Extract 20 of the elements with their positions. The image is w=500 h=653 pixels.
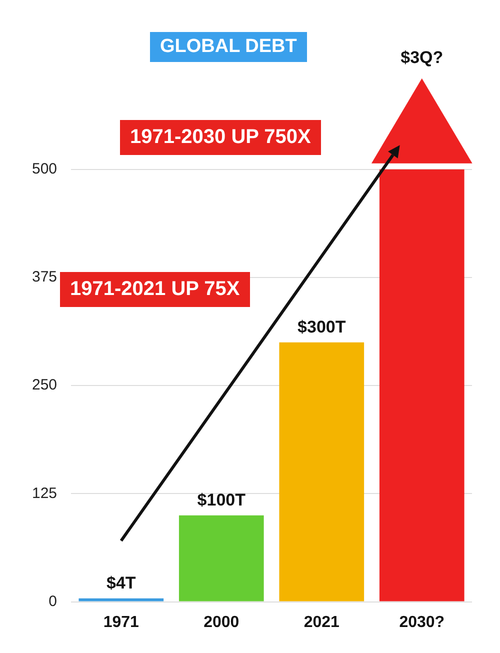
chart-title: GLOBAL DEBT <box>150 32 307 62</box>
annotation: 1971-2030 UP 750X <box>120 120 321 155</box>
bar <box>379 169 464 602</box>
x-tick-label: 1971 <box>103 614 140 631</box>
y-tick-label: 0 <box>48 592 58 610</box>
data-label: $300T <box>298 318 346 337</box>
y-tick-label: 500 <box>32 160 58 178</box>
bar <box>279 342 364 602</box>
x-tick-label: 2000 <box>204 614 240 631</box>
y-tick-label: 375 <box>32 268 58 286</box>
annotation: 1971-2021 UP 75X <box>60 272 250 307</box>
bar <box>178 515 264 602</box>
y-tick-label: 125 <box>32 484 58 502</box>
annotation: $3Q? <box>400 48 444 68</box>
bar <box>78 598 164 602</box>
data-label: $100T <box>197 490 246 510</box>
y-tick-label: 250 <box>32 376 58 394</box>
x-tick-label: 2030? <box>399 614 445 631</box>
x-tick-label: 2021 <box>304 614 340 631</box>
data-label: $4T <box>106 574 136 593</box>
